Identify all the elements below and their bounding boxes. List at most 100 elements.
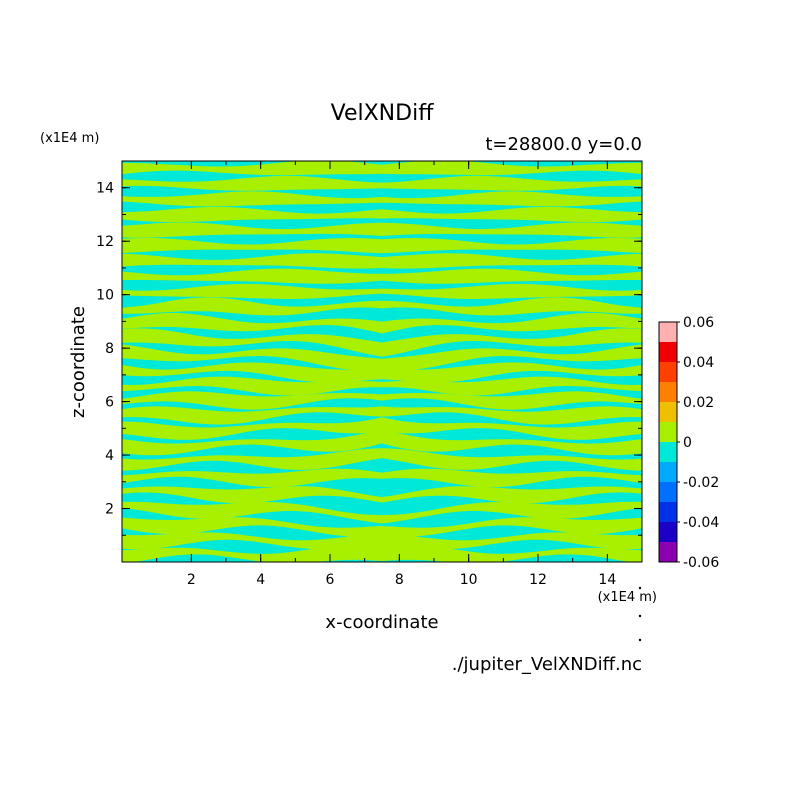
x-unit-label: (x1E4 m) — [598, 590, 657, 605]
colorbar-swatch — [659, 342, 677, 362]
contour-band-positive — [122, 417, 382, 440]
contour-band-positive — [122, 297, 382, 316]
colorbar-swatch — [659, 482, 677, 502]
contour-band-positive — [122, 161, 382, 176]
contour-band-positive — [122, 268, 382, 284]
contour-band-positive — [122, 312, 382, 334]
x-tick-label: 2 — [187, 572, 196, 588]
colorbar-swatch — [659, 322, 677, 342]
colorbar-tick-label: 0.04 — [683, 355, 714, 371]
chart-subtitle: t=28800.0 y=0.0 — [485, 134, 642, 155]
contour-band-positive — [382, 191, 642, 207]
contour-band-positive — [122, 206, 382, 223]
contour-band-positive — [382, 376, 642, 396]
contour-band-positive — [382, 406, 642, 425]
x-tick-label: 14 — [598, 572, 616, 588]
y-axis: 2 4 6 8 10 12 14 — [96, 181, 642, 536]
contour-band-positive — [122, 448, 382, 471]
plot-frame — [121, 160, 643, 563]
contour-band-positive — [382, 312, 642, 334]
contour-band-positive — [122, 362, 382, 383]
contour-band-positive — [382, 328, 642, 357]
contour-band-positive — [122, 328, 382, 357]
tick-dot — [638, 638, 642, 642]
y-tick-label: 2 — [105, 502, 114, 518]
colorbar-ticks: 0.06 0.04 0.02 0 -0.02 -0.04 -0.06 — [677, 315, 719, 571]
colorbar-tick-label: -0.04 — [683, 515, 719, 531]
y-axis-label: z-coordinate — [68, 306, 89, 418]
tick-dot — [638, 614, 642, 618]
contour-band-positive — [382, 283, 642, 299]
contour-band-positive — [382, 206, 642, 223]
contour-band-positive — [382, 417, 642, 440]
contour-band-positive — [122, 468, 382, 488]
chart-title: VelXNDiff — [331, 101, 435, 126]
colorbar-swatch — [659, 402, 677, 422]
colorbar-tick-label: -0.06 — [683, 555, 719, 571]
colorbar-swatch — [659, 542, 677, 562]
contour-band-positive — [122, 222, 382, 238]
colorbar-tick-label: 0.02 — [683, 395, 714, 411]
tick-dot — [638, 586, 642, 590]
contour-band-positive — [382, 532, 642, 550]
colorbar-swatch — [659, 462, 677, 482]
contour-band-positive — [122, 406, 382, 425]
contour-band-positive — [122, 429, 382, 456]
contour-band-positive — [122, 486, 382, 504]
x-axis: 2 4 6 8 10 12 14 — [156, 161, 616, 588]
contour-band-positive — [122, 391, 382, 410]
x-axis-label: x-coordinate — [325, 612, 438, 633]
contour-band-positive — [382, 545, 642, 562]
contour-band-positive — [382, 391, 642, 410]
colorbar-swatch — [659, 522, 677, 542]
colorbar-swatch — [659, 362, 677, 382]
contour-field — [122, 161, 642, 562]
contour-band-positive — [122, 238, 382, 254]
y-tick-label: 6 — [105, 395, 114, 411]
y-tick-label: 10 — [96, 288, 114, 304]
y-unit-label: (x1E4 m) — [40, 131, 99, 146]
contour-band-positive — [382, 253, 642, 269]
contour-band-positive — [122, 545, 382, 562]
contour-band-positive — [382, 468, 642, 488]
colorbar-tick-label: 0 — [683, 435, 692, 451]
x-tick-label: 12 — [529, 572, 547, 588]
contour-band-positive — [122, 283, 382, 299]
contour-band-positive — [122, 175, 382, 191]
contour-band-positive — [382, 517, 642, 539]
contour-band-positive — [382, 448, 642, 471]
contour-band-positive — [382, 344, 642, 372]
colorbar — [658, 321, 678, 563]
colorbar-tick-label: -0.02 — [683, 475, 719, 491]
contour-band-positive — [382, 362, 642, 383]
colorbar-tick-label: 0.06 — [683, 315, 714, 331]
contour-band-positive — [122, 532, 382, 550]
contour-band-positive — [122, 517, 382, 539]
contour-band-positive — [122, 253, 382, 269]
x-tick-label: 6 — [326, 572, 335, 588]
colorbar-swatch — [659, 502, 677, 522]
y-tick-label: 8 — [105, 341, 114, 357]
x-tick-label: 4 — [256, 572, 265, 588]
contour-band-positive — [382, 501, 642, 524]
contour-band-positive — [382, 238, 642, 254]
x-tick-label: 10 — [460, 572, 478, 588]
y-tick-label: 4 — [105, 448, 114, 464]
contour-band-positive — [382, 175, 642, 191]
y-tick-label: 12 — [96, 234, 114, 250]
x-tick-label: 8 — [395, 572, 404, 588]
colorbar-swatch — [659, 422, 677, 442]
contour-band-positive — [382, 268, 642, 284]
colorbar-swatch — [659, 382, 677, 402]
contour-band-positive — [122, 501, 382, 524]
contour-band-positive — [382, 161, 642, 176]
contour-band-positive — [382, 486, 642, 504]
contour-band-positive — [382, 297, 642, 316]
contour-band-positive — [122, 344, 382, 372]
contour-band-positive — [122, 191, 382, 207]
y-tick-label: 14 — [96, 181, 114, 197]
contour-band-positive — [122, 376, 382, 396]
colorbar-swatch — [659, 442, 677, 462]
contour-band-positive — [382, 429, 642, 456]
